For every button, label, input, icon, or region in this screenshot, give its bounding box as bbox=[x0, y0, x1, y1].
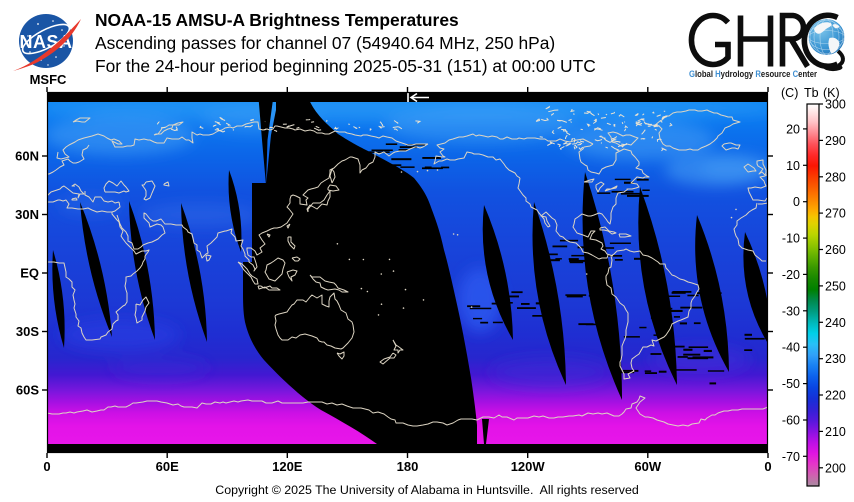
svg-text:(C): (C) bbox=[781, 86, 798, 100]
svg-text:300: 300 bbox=[825, 98, 846, 112]
svg-text:-60: -60 bbox=[782, 414, 800, 428]
svg-text:0: 0 bbox=[793, 195, 800, 209]
svg-text:230: 230 bbox=[825, 352, 846, 366]
svg-text:-40: -40 bbox=[782, 341, 800, 355]
svg-text:-70: -70 bbox=[782, 450, 800, 464]
svg-text:210: 210 bbox=[825, 425, 846, 439]
svg-text:Global Hydrology Resource Cent: Global Hydrology Resource Center bbox=[689, 69, 817, 79]
svg-text:250: 250 bbox=[825, 279, 846, 293]
svg-text:60W: 60W bbox=[634, 459, 661, 474]
svg-text:0: 0 bbox=[764, 459, 771, 474]
svg-text:260: 260 bbox=[825, 243, 846, 257]
svg-text:(K): (K) bbox=[823, 86, 840, 100]
svg-text:-20: -20 bbox=[782, 268, 800, 282]
svg-text:10: 10 bbox=[786, 159, 800, 173]
svg-text:0: 0 bbox=[43, 459, 50, 474]
svg-text:60N: 60N bbox=[15, 149, 39, 164]
svg-text:270: 270 bbox=[825, 207, 846, 221]
svg-text:280: 280 bbox=[825, 170, 846, 184]
svg-text:200: 200 bbox=[825, 461, 846, 475]
svg-text:290: 290 bbox=[825, 134, 846, 148]
svg-text:20: 20 bbox=[786, 122, 800, 136]
svg-text:30S: 30S bbox=[16, 324, 39, 339]
svg-text:30N: 30N bbox=[15, 207, 39, 222]
svg-text:EQ: EQ bbox=[20, 266, 39, 281]
svg-text:-10: -10 bbox=[782, 232, 800, 246]
svg-text:-50: -50 bbox=[782, 377, 800, 391]
svg-text:Tb: Tb bbox=[804, 86, 819, 100]
svg-text:180: 180 bbox=[397, 459, 419, 474]
svg-text:MSFC: MSFC bbox=[30, 72, 67, 87]
svg-text:120W: 120W bbox=[511, 459, 546, 474]
svg-text:60E: 60E bbox=[156, 459, 179, 474]
svg-text:120E: 120E bbox=[272, 459, 303, 474]
svg-text:60S: 60S bbox=[16, 383, 39, 398]
svg-text:240: 240 bbox=[825, 316, 846, 330]
svg-text:-30: -30 bbox=[782, 304, 800, 318]
svg-text:220: 220 bbox=[825, 389, 846, 403]
